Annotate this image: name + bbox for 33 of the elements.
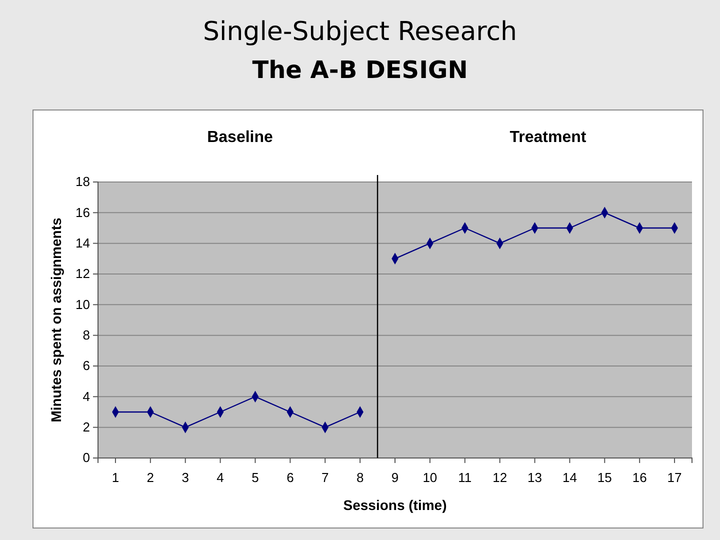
x-tick-label: 12 [492,470,508,486]
x-axis-title: Sessions (time) [343,497,447,513]
x-tick-label: 11 [458,470,472,486]
text: Baseline [207,129,274,146]
x-tick-label: 7 [322,470,329,486]
x-tick-label: 10 [422,470,438,486]
x-tick-label: 4 [216,470,224,486]
y-tick-label: 16 [76,204,90,220]
chart-title: Single-Subject Research [202,17,518,47]
x-tick-label: 3 [182,470,189,486]
x-tick-label: 13 [528,470,542,486]
x-tick-label: 2 [146,470,154,486]
x-tick-label: 15 [597,470,612,486]
x-tick-label: 9 [391,470,399,486]
x-tick-label: 6 [286,470,294,486]
y-tick-label: 2 [82,419,90,434]
y-tick-label: 14 [76,235,90,250]
y-tick-label: 12 [76,266,90,282]
x-tick-label: 1 [112,470,120,486]
y-tick-label: 6 [82,358,90,374]
x-tick-label: 17 [667,470,682,486]
x-tick-label: 16 [632,470,647,486]
text: Treatment [510,129,587,146]
x-tick-label: 14 [562,470,577,486]
x-tick-label: 5 [252,470,259,486]
y-axis-title: Minutes spent on assignments [48,217,64,422]
y-tick-label: 10 [76,296,90,312]
chart-subtitle: The A-B DESIGN [252,56,468,84]
x-tick-label: 8 [356,470,364,486]
y-tick-label: 18 [76,174,90,190]
y-tick-label: 4 [82,388,90,404]
y-tick-label: 8 [82,327,90,342]
y-tick-label: 0 [82,450,90,466]
